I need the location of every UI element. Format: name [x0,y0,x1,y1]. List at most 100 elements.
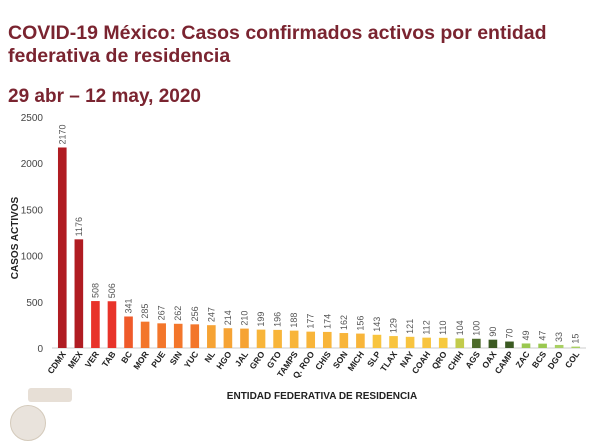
bar [438,337,448,348]
y-tick-label: 2500 [21,113,44,124]
data-label: 262 [173,306,183,321]
x-axis-title: ENTIDAD FEDERATIVA DE RESIDENCIA [227,391,417,402]
bar [422,337,431,348]
bars [57,147,581,348]
bar [140,321,150,348]
data-label: 2170 [57,124,67,144]
chart-subtitle: 29 abr – 12 may, 2020 [8,86,201,107]
data-label: 100 [471,321,481,336]
data-label: 90 [488,327,498,337]
data-label: 285 [140,304,150,319]
data-label: 121 [405,319,415,334]
y-tick-label: 500 [26,298,43,309]
data-label: 214 [223,310,233,325]
bar [455,338,465,348]
chart-title: COVID-19 México: Casos confirmados activ… [8,22,547,67]
data-label: 247 [206,307,216,322]
x-tick-label: BC [119,349,134,365]
x-tick-label: COL [563,349,581,369]
bar [207,325,216,348]
data-label: 508 [90,283,100,298]
bar [74,239,84,348]
logo-strip [28,388,72,402]
bar [521,343,531,348]
data-label: 199 [256,312,266,327]
data-label: 1176 [74,217,84,236]
data-label: 129 [389,318,399,333]
government-seal-icon [10,405,46,441]
bar [505,341,514,348]
bar [157,323,166,348]
data-label: 196 [273,312,283,327]
bar [571,346,581,348]
y-axis-title: CASOS ACTIVOS [10,196,21,279]
bar [223,328,233,348]
x-tick-label: NL [202,349,217,364]
bar [190,324,200,348]
x-tick-label: HGO [214,349,234,371]
bar [356,333,365,348]
x-tick-label: CAMP [493,349,516,376]
data-label: 174 [322,314,332,329]
x-tick-label: CHIH [445,349,465,372]
bar [405,336,415,348]
bar [273,329,282,348]
x-tick-label: CHIS [313,349,333,372]
bar [339,333,349,348]
bar [306,331,316,348]
data-label: 104 [455,320,465,335]
x-tick-label: AGS [463,349,482,370]
y-tick-label: 1000 [21,252,44,263]
data-label: 143 [372,317,382,332]
bar [107,301,117,348]
data-label: 33 [554,332,564,342]
data-label: 256 [190,306,200,321]
x-tick-label: MOR [131,349,151,371]
y-tick-label: 1500 [21,205,44,216]
bar [389,336,398,348]
data-label: 156 [355,316,365,331]
data-label: 47 [538,331,548,341]
x-tick-label: TLAX [378,349,399,373]
bar [173,323,183,348]
bar [322,331,332,348]
x-tick-label: VER [83,349,101,369]
x-tick-label: MICH [345,349,366,373]
data-label: 49 [521,330,531,340]
data-label: 210 [239,311,249,326]
x-tick-label: GRO [247,349,267,371]
bar [538,343,547,348]
x-tick-label: BCS [530,349,549,370]
bar [240,328,249,348]
x-tick-label: CDMX [45,349,68,376]
x-tick-label: YUC [182,349,200,369]
bar [372,334,382,348]
bar [256,329,266,348]
x-tick-label: DGO [545,349,565,371]
data-label: 15 [571,334,581,344]
data-label: 341 [124,298,134,313]
bar [554,344,564,348]
y-tick-label: 2000 [21,159,44,170]
x-tick-label: ZAC [513,349,531,369]
data-label: 506 [107,283,117,298]
bar [289,330,299,348]
x-tick-label: PUE [149,349,167,369]
bar [472,338,481,348]
y-axis: 0 500 1000 1500 2000 2500 [21,113,44,355]
data-label: 110 [438,320,448,334]
y-tick-label: 0 [37,344,43,355]
x-tick-label: MEX [66,349,85,370]
data-label: 188 [289,313,299,328]
value-labels: 2170 1176 508 506 341 285 267 262 256 247 214 210 19… [57,124,580,343]
data-label: 177 [306,314,316,329]
bar [91,301,100,348]
data-label: 267 [157,305,167,320]
bar [488,339,498,348]
data-label: 112 [422,320,432,334]
bar [57,147,67,348]
bar [124,316,133,348]
x-tick-label: TAB [100,349,118,369]
